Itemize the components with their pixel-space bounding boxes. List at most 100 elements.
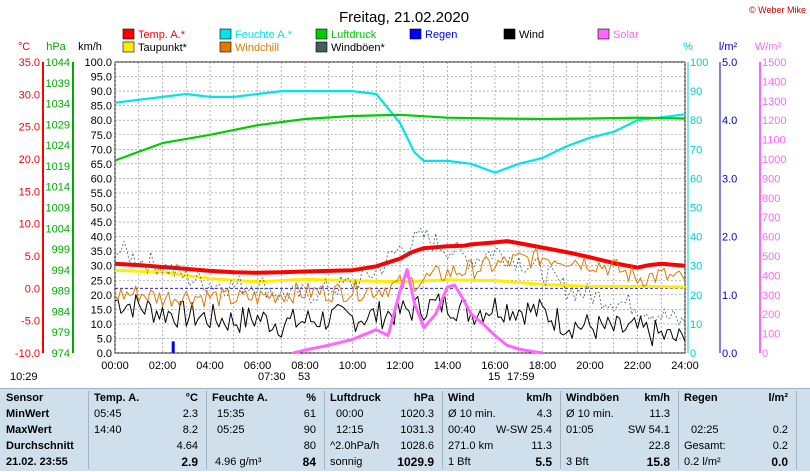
y-tick-label: 30 [690,261,702,273]
y-tick-label: 1004 [46,223,70,235]
y-axis-unit: km/h [78,41,102,53]
chart-credit: © Weber Mike [749,5,806,15]
press-max-time: 12:15 [336,424,364,436]
y-tick-label: 70 [690,144,702,156]
rain-unit: l/m² [768,392,788,404]
temp-min-time: 05:45 [94,408,122,420]
y-tick-label: 989 [52,286,70,298]
press-max: 1031.3 [400,424,434,436]
max-label: MaxWert [6,424,52,436]
hum-max: 90 [303,424,316,436]
y-tick-label: 20.0 [91,290,112,302]
temp-current: 2.9 [181,455,198,469]
gust-r2-label: 01:05 [566,424,594,436]
legend-label: Wind [519,29,544,41]
y-tick-label: 50.0 [91,203,112,215]
y-tick-label: 1.0 [722,290,737,302]
y-tick-label: 400 [762,270,780,282]
hum-min-time: 15:35 [217,408,245,420]
sunset-time: 17:59 [507,371,535,383]
y-tick-label: 979 [52,327,70,339]
rain-header: Regen [684,392,718,404]
wind-r2-value: W-SW 25.4 [495,424,552,436]
col-humidity: Feuchte A.% 15:35 61 05:25 90 80 4.96 g/m³… [212,389,320,472]
gust-r1-value: 11.3 [649,408,670,420]
press-trend: ^2.0hPa/h [330,440,380,452]
y-tick-label: 0.0 [722,348,737,360]
y-tick-label: 60 [690,173,702,185]
wind-header: Wind [448,392,475,404]
y-tick-label: 15.0 [19,186,40,198]
legend-label: Windchill [235,42,279,54]
col-wind: Wind km/h Ø 10 min. 4.3 00:40 W-SW 25.4 271… [448,389,556,472]
y-tick-label: 35.0 [91,246,112,258]
hum-unit: % [306,392,316,404]
y-tick-label: 1100 [762,135,786,147]
y-tick-label: 100 [690,57,708,69]
y-tick-label: 800 [762,193,780,205]
temp-min: 2.3 [182,408,198,420]
y-tick-label: 0.0 [25,283,40,295]
legend-label: Windböen* [331,42,386,54]
y-tick-label: -5.0 [21,316,40,328]
gust-r2-value: SW 54.1 [627,424,670,436]
y-tick-label: 70.0 [91,144,112,156]
col-gust: Windböen km/h Ø 10 min. 11.3 01:05 SW 54.1 … [566,389,674,472]
y-tick-label: 1034 [46,99,70,111]
x-tick-label: 22:00 [624,360,652,372]
y-tick-label: 35.0 [19,57,40,69]
x-tick-label: 12:00 [386,360,414,372]
y-tick-label: 984 [52,306,70,318]
y-tick-label: 30.0 [91,261,112,273]
press-current: 1029.9 [397,455,434,469]
legend-swatch [409,28,422,40]
y-tick-label: 85.0 [91,101,112,113]
y-tick-label: 40.0 [91,232,112,244]
y-tick-label: 90 [690,86,702,98]
y-tick-label: 1029 [46,119,70,131]
x-tick-label: 04:00 [196,360,224,372]
series-line-feuchte-a [114,89,686,174]
y-tick-label: 0 [762,348,768,360]
y-tick-label: 1009 [46,203,70,215]
y-tick-label: 10.0 [19,219,40,231]
y-tick-label: 300 [762,290,780,302]
y-tick-label: 15.0 [91,304,112,316]
y-tick-label: 5.0 [97,333,112,345]
x-tick-label: 16:00 [481,360,509,372]
temp-avg: 4.64 [176,440,198,452]
legend-swatch [122,28,135,40]
y-tick-label: 80 [690,115,702,127]
wind-r3-value: 11.3 [531,440,552,452]
hum-header: Feuchte A. [212,392,268,404]
hum-max-time: 05:25 [217,424,245,436]
wind-r2-label: 00:40 [448,424,476,436]
y-tick-label: 95.0 [91,72,112,84]
legend-swatch [122,41,135,53]
y-tick-label: 25.0 [91,275,112,287]
rain-r2-value: 0.2 [772,424,788,436]
y-tick-label: 500 [762,251,780,263]
press-state: sonnig [330,456,363,468]
temp-unit: °C [185,392,198,404]
wind-unit: km/h [526,392,552,404]
hum-avg: 80 [303,440,316,452]
min-label: MinWert [6,408,50,420]
x-tick-label: 00:00 [101,360,129,372]
x-tick-label: 24:00 [671,360,699,372]
y-tick-label: 90.0 [91,86,112,98]
legend-label: Regen [425,29,457,41]
x-tick-label: 18:00 [529,360,557,372]
y-tick-label: 974 [52,348,70,360]
y-tick-label: 10 [690,319,702,331]
y-tick-label: 5.0 [722,57,737,69]
sunrise-minutes: 53 [298,371,311,383]
wind-r4-label: 1 Bft [448,456,471,468]
legend-label: Taupunkt* [138,42,188,54]
avg-label: Durchschnitt [6,440,74,452]
x-tick-label: 14:00 [434,360,462,372]
y-tick-label: 3.0 [722,173,737,185]
y-tick-label: 5.0 [25,251,40,263]
series-line-windchill [114,247,686,308]
wind-r1-label: Ø 10 min. [448,408,496,420]
